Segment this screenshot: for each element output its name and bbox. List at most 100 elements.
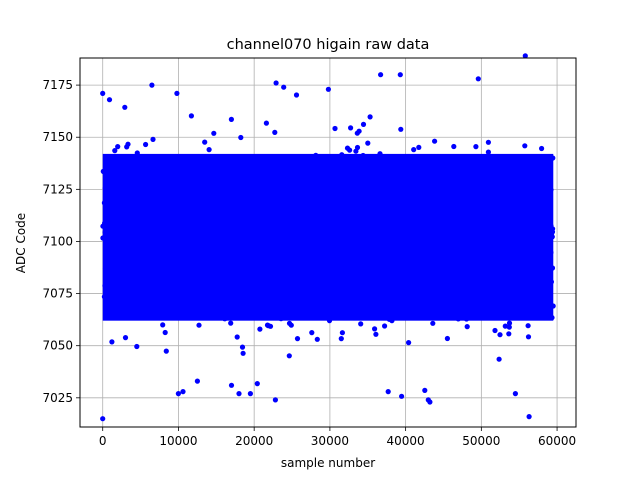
outlier-point [228,382,235,388]
x-tick-label: 30000 [311,434,349,448]
data-point [202,139,208,145]
x-tick-label: 20000 [235,434,273,448]
data-point [294,336,301,342]
data-point [422,387,428,393]
data-point [430,320,436,326]
outlier-point [325,86,331,92]
outlier-point [180,389,186,395]
x-tick-label: 10000 [159,434,197,448]
data-point [211,130,217,136]
data-point [485,139,491,145]
data-point [332,125,338,132]
outlier-point [385,389,391,395]
data-point [338,336,344,342]
x-tick-label: 50000 [462,434,500,448]
outlier-point [427,399,433,405]
data-point [354,144,361,151]
outlier-point [397,72,403,78]
data-point [112,148,118,154]
data-point [286,353,292,359]
outlier-point [281,84,287,90]
data-point [539,145,545,152]
x-tick-label: 0 [99,434,107,448]
data-point [122,335,129,341]
data-point [150,136,156,142]
data-point [373,331,379,337]
data-point [348,125,354,131]
data-point [347,147,353,153]
outlier-point [378,72,384,78]
data-point [406,340,412,346]
data-point [354,130,360,136]
data-point [502,323,508,329]
data-point [382,323,388,329]
data-point [160,322,166,328]
data-point [240,350,246,356]
data-point [309,330,315,336]
data-point [525,323,531,329]
outlier-point [512,391,519,397]
data-point [109,339,115,345]
data-point [206,147,212,153]
data-point [365,140,371,146]
data-point [506,324,512,330]
data-point [115,144,121,150]
data-point [272,129,278,135]
outlier-point [100,416,106,422]
data-point [293,92,300,98]
data-point [162,329,168,336]
y-axis: 7025 7050 7075 7100 7125 7150 7175 [42,78,80,405]
data-point [485,149,491,155]
x-axis: 0 10000 20000 30000 40000 50000 60000 [99,427,576,448]
data-point [358,321,364,327]
y-axis-label: ADC Code [14,213,28,273]
y-tick-label: 7125 [42,182,73,196]
data-point [497,332,503,338]
data-point [360,121,367,127]
outlier-point [526,414,532,420]
data-point [522,143,528,149]
outlier-point [522,53,528,59]
data-point [196,322,202,328]
x-tick-label: 60000 [538,434,576,448]
data-point [228,320,234,326]
data-point [238,134,244,141]
data-point [506,320,513,326]
data-point [506,331,512,337]
y-tick-label: 7175 [42,78,73,92]
y-tick-label: 7075 [42,287,73,301]
outlier-point [475,76,481,82]
data-point [257,326,263,332]
data-points [100,53,556,422]
x-tick-label: 40000 [387,434,425,448]
data-point [372,326,378,332]
data-point [239,344,246,350]
data-point [228,116,234,122]
outlier-point [272,397,278,403]
data-point [122,104,128,110]
y-tick-label: 7150 [42,130,73,144]
outlier-point [273,80,279,86]
data-point [263,120,269,126]
data-point [367,114,373,120]
x-axis-label: sample number [281,456,375,470]
data-point [163,348,169,354]
data-point [143,141,149,148]
data-point [496,356,502,362]
y-tick-label: 7025 [42,391,73,405]
outlier-point [100,90,106,96]
data-point [464,324,470,330]
data-point [444,335,450,342]
chart-title: channel070 higain raw data [227,37,430,53]
data-point [134,343,140,350]
data-point [234,334,240,340]
outlier-point [174,90,180,96]
outlier-point [194,378,200,384]
data-point [473,144,479,150]
data-point [432,138,438,144]
data-point [286,320,293,326]
y-tick-label: 7050 [42,339,73,353]
data-point [416,144,422,150]
dense-band [102,153,554,321]
